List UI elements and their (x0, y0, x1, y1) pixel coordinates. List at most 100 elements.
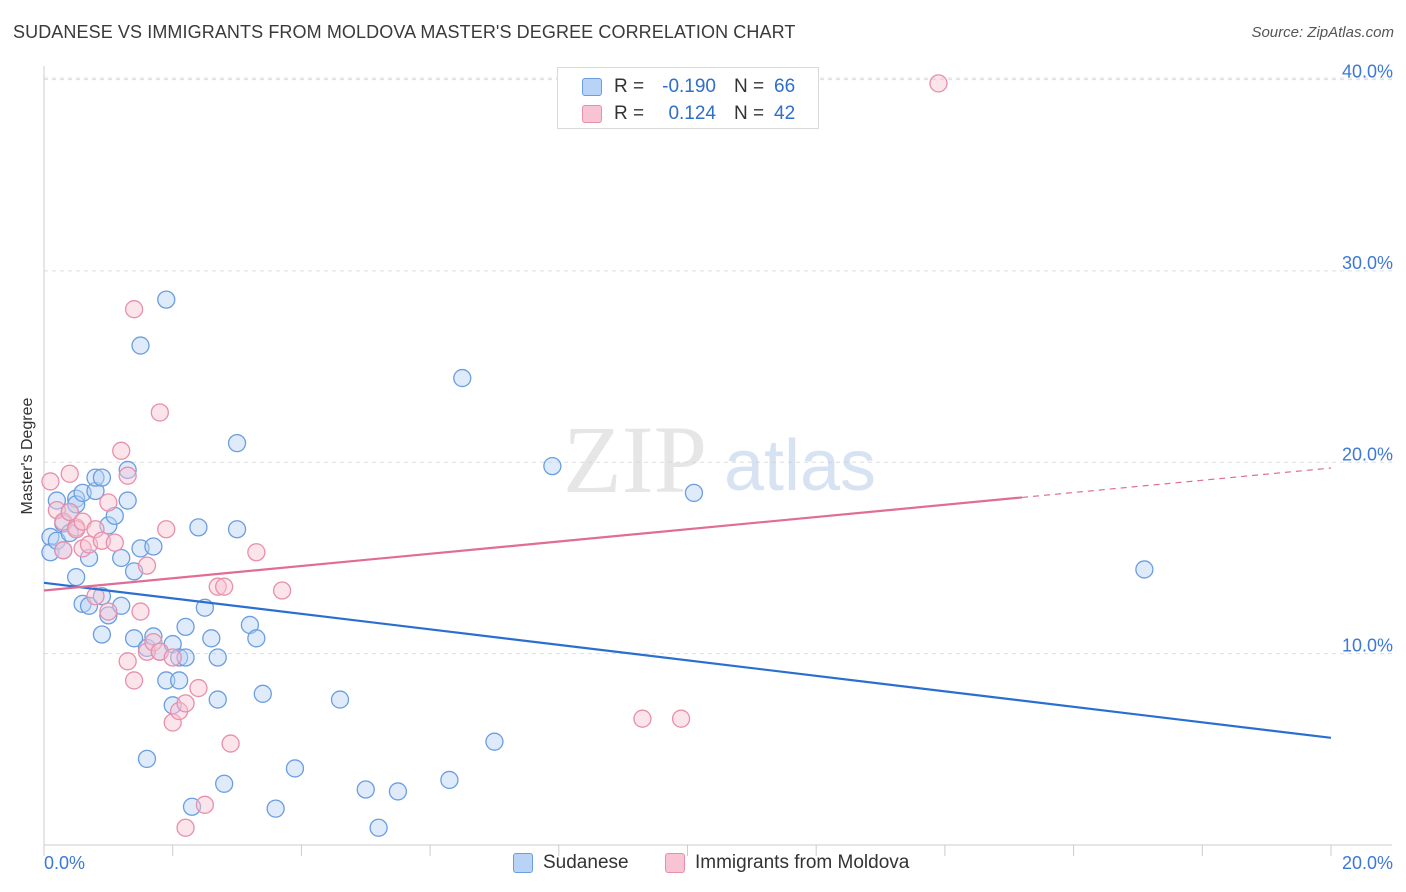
scatter-point-moldova (221, 734, 240, 753)
scatter-point-sudanese (169, 671, 189, 690)
scatter-point-moldova (86, 520, 105, 539)
scatter-point-moldova (124, 671, 144, 690)
n-label: N = (734, 103, 765, 124)
scatter-point-sudanese (1135, 560, 1154, 579)
scatter-point-sudanese (144, 627, 163, 646)
stats-legend: R = -0.190 N = 66 R = 0.124 N = 42 (557, 67, 819, 129)
scatter-point-moldova (671, 709, 691, 728)
trend-line-moldova (43, 496, 1023, 592)
n-value: 42 (774, 103, 796, 124)
axes (43, 66, 1392, 856)
scatter-point-moldova (105, 533, 124, 552)
scatter-point-sudanese (285, 759, 305, 778)
scatter-point-moldova (215, 577, 234, 596)
scatter-point-sudanese (176, 617, 195, 637)
watermark-zip: ZIP (563, 406, 707, 513)
scatter-point-sudanese (266, 799, 285, 818)
trend-line-moldova-extension (1022, 467, 1332, 499)
scatter-point-moldova (60, 502, 79, 522)
scatter-point-sudanese (67, 567, 86, 587)
scatter-point-sudanese (684, 483, 704, 503)
scatter-point-sudanese (124, 629, 144, 648)
scatter-point-sudanese (169, 648, 189, 667)
scatter-point-moldova (86, 587, 105, 606)
scatter-point-sudanese (543, 456, 562, 476)
scatter-point-moldova (163, 713, 182, 732)
scatter-point-moldova (41, 472, 60, 491)
r-value: -0.190 (662, 76, 716, 97)
scatter-point-moldova (163, 648, 182, 667)
scatter-point-sudanese (157, 671, 176, 690)
scatter-point-moldova (157, 520, 176, 539)
scatter-point-moldova (99, 602, 118, 621)
scatter-point-sudanese (189, 518, 208, 537)
legend-item-sudanese[interactable]: Sudanese (513, 852, 629, 874)
y-tick-label: 30.0% (1342, 253, 1393, 273)
scatter-point-sudanese (369, 818, 388, 837)
y-tick-label: 20.0% (1342, 444, 1393, 464)
scatter-point-moldova (176, 818, 195, 837)
blue-swatch (582, 78, 602, 96)
scatter-point-sudanese (144, 537, 163, 556)
x-tick-label: 0.0% (44, 853, 85, 873)
pink-swatch (582, 105, 602, 123)
scatter-point-moldova (54, 541, 73, 560)
stats-row-sudanese: R = -0.190 N = 66 (582, 73, 795, 101)
r-label: R = (614, 103, 645, 124)
scatter-point-sudanese (131, 336, 150, 355)
scatter-point-sudanese (215, 774, 234, 793)
scatter-point-sudanese (253, 684, 272, 703)
scatter-point-sudanese (227, 520, 247, 539)
blue-swatch (513, 853, 533, 873)
scatter-point-sudanese (453, 368, 472, 388)
scatter-point-sudanese (112, 548, 131, 568)
scatter-point-moldova (150, 403, 169, 422)
watermark: ZIP atlas (563, 406, 876, 513)
scatter-point-moldova (124, 300, 144, 319)
scatter-point-moldova (633, 709, 652, 728)
scatter-point-moldova (247, 543, 266, 562)
scatter-point-sudanese (118, 491, 137, 510)
chart-title: SUDANESE VS IMMIGRANTS FROM MOLDOVA MAST… (13, 22, 796, 42)
scatter-point-moldova (195, 795, 215, 814)
n-value: 66 (774, 76, 796, 97)
r-label: R = (614, 76, 645, 97)
scatter-point-sudanese (118, 460, 137, 480)
scatter-point-sudanese (79, 548, 99, 568)
gridlines (44, 77, 1392, 655)
pink-swatch (665, 853, 685, 873)
scatter-point-moldova (137, 556, 157, 575)
scatter-point-moldova (144, 633, 163, 652)
scatter-point-moldova (176, 694, 195, 713)
scatter-point-moldova (137, 642, 157, 661)
stats-row-moldova: R = 0.124 N = 42 (582, 100, 795, 128)
scatter-point-moldova (131, 602, 150, 621)
scatter-point-moldova (118, 466, 137, 485)
scatter-point-moldova (189, 678, 208, 698)
trend-line-sudanese (43, 581, 1332, 739)
y-tick-label: 10.0% (1342, 636, 1393, 656)
scatter-point-sudanese (485, 732, 504, 751)
legend-label: Sudanese (543, 852, 629, 873)
scatter-point-sudanese (202, 629, 221, 648)
series-legend: Sudanese Immigrants from Moldova (0, 852, 1406, 878)
scatter-point-sudanese (92, 587, 112, 606)
scatter-point-sudanese (47, 491, 67, 510)
trend-lines (43, 467, 1332, 739)
x-tick-label: 20.0% (1342, 853, 1393, 873)
scatter-point-sudanese (208, 690, 227, 709)
scatter-point-moldova (929, 74, 948, 93)
scatter-point-sudanese (79, 596, 99, 615)
scatter-points (41, 74, 1154, 837)
scatter-point-sudanese (330, 690, 350, 709)
scatter-point-moldova (112, 441, 131, 460)
scatter-point-sudanese (137, 749, 157, 769)
scatter-point-sudanese (86, 468, 105, 487)
scatter-point-moldova (272, 581, 292, 600)
scatter-point-moldova (60, 464, 79, 483)
legend-item-moldova[interactable]: Immigrants from Moldova (665, 852, 909, 874)
r-value: 0.124 (668, 103, 716, 124)
scatter-point-sudanese (176, 648, 195, 667)
scatter-point-sudanese (92, 468, 112, 487)
scatter-point-sudanese (157, 290, 176, 309)
